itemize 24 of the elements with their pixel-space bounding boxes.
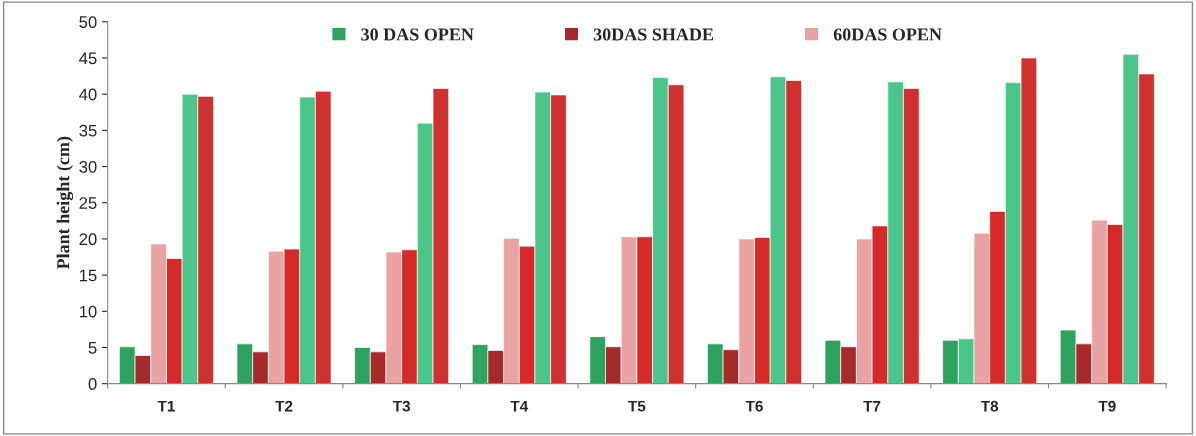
y-tick-label: 25 — [79, 197, 97, 209]
y-tick-label: 20 — [79, 233, 97, 246]
y-tick-label: 35 — [79, 124, 97, 137]
x-tick-label: T3 — [392, 400, 411, 412]
y-tick-label: 10 — [79, 305, 97, 318]
y-tick-label: 0 — [88, 378, 97, 390]
x-tick-label: T2 — [275, 400, 293, 412]
x-tick-label: T8 — [980, 400, 999, 412]
legend-label: 30DAS SHADE — [593, 28, 714, 41]
x-tick-label: T5 — [628, 400, 646, 412]
legend-label: 30 DAS OPEN — [361, 28, 474, 41]
legend-label: 60DAS OPEN — [833, 28, 942, 41]
y-axis-title: Plant height (cm) — [56, 136, 74, 270]
y-tick-label: 5 — [88, 342, 97, 354]
y-tick-label: 30 — [79, 160, 97, 173]
y-tick-label: 50 — [79, 16, 97, 28]
x-tick-label: T6 — [745, 400, 763, 412]
x-tick-label: T4 — [510, 400, 529, 412]
y-tick-label: 15 — [79, 269, 97, 282]
x-tick-label: T9 — [1098, 400, 1116, 412]
y-tick-label: 45 — [79, 52, 97, 65]
x-tick-label: T7 — [863, 400, 881, 412]
x-tick-label: T1 — [157, 400, 175, 412]
y-tick-label: 40 — [79, 88, 97, 101]
